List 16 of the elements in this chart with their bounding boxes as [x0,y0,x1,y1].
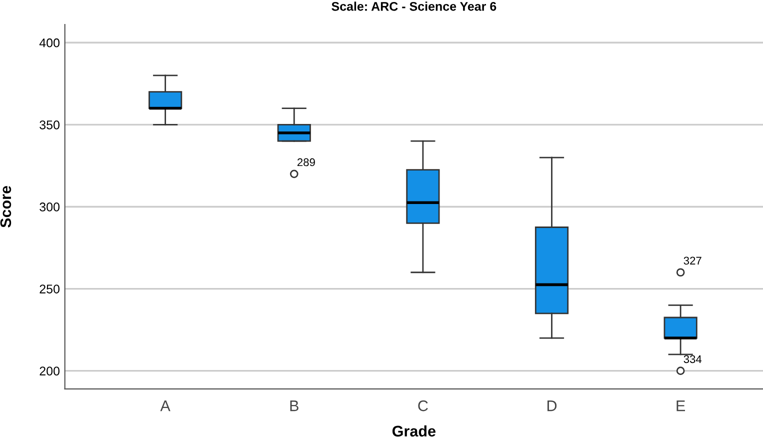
annotation: 289 [297,158,315,166]
x-tick-label: E [676,400,685,412]
y-tick-label: 350 [40,120,60,130]
y-tick-label: 200 [40,366,60,376]
y-axis-title: Score [0,186,12,228]
x-tick-label: D [547,400,557,412]
y-tick-label: 250 [40,284,60,294]
annotation: 334 [684,355,702,364]
x-tick-label: B [290,400,298,412]
annotation: 327 [684,256,702,265]
x-tick-label: A [160,400,170,412]
y-tick-label: 400 [39,38,60,48]
x-tick-label: C [418,400,428,412]
y-tick-label: 300 [40,202,60,212]
chart-title: Scale: ARC - Science Year 6 [332,2,496,11]
x-axis-title: Grade [392,425,436,437]
